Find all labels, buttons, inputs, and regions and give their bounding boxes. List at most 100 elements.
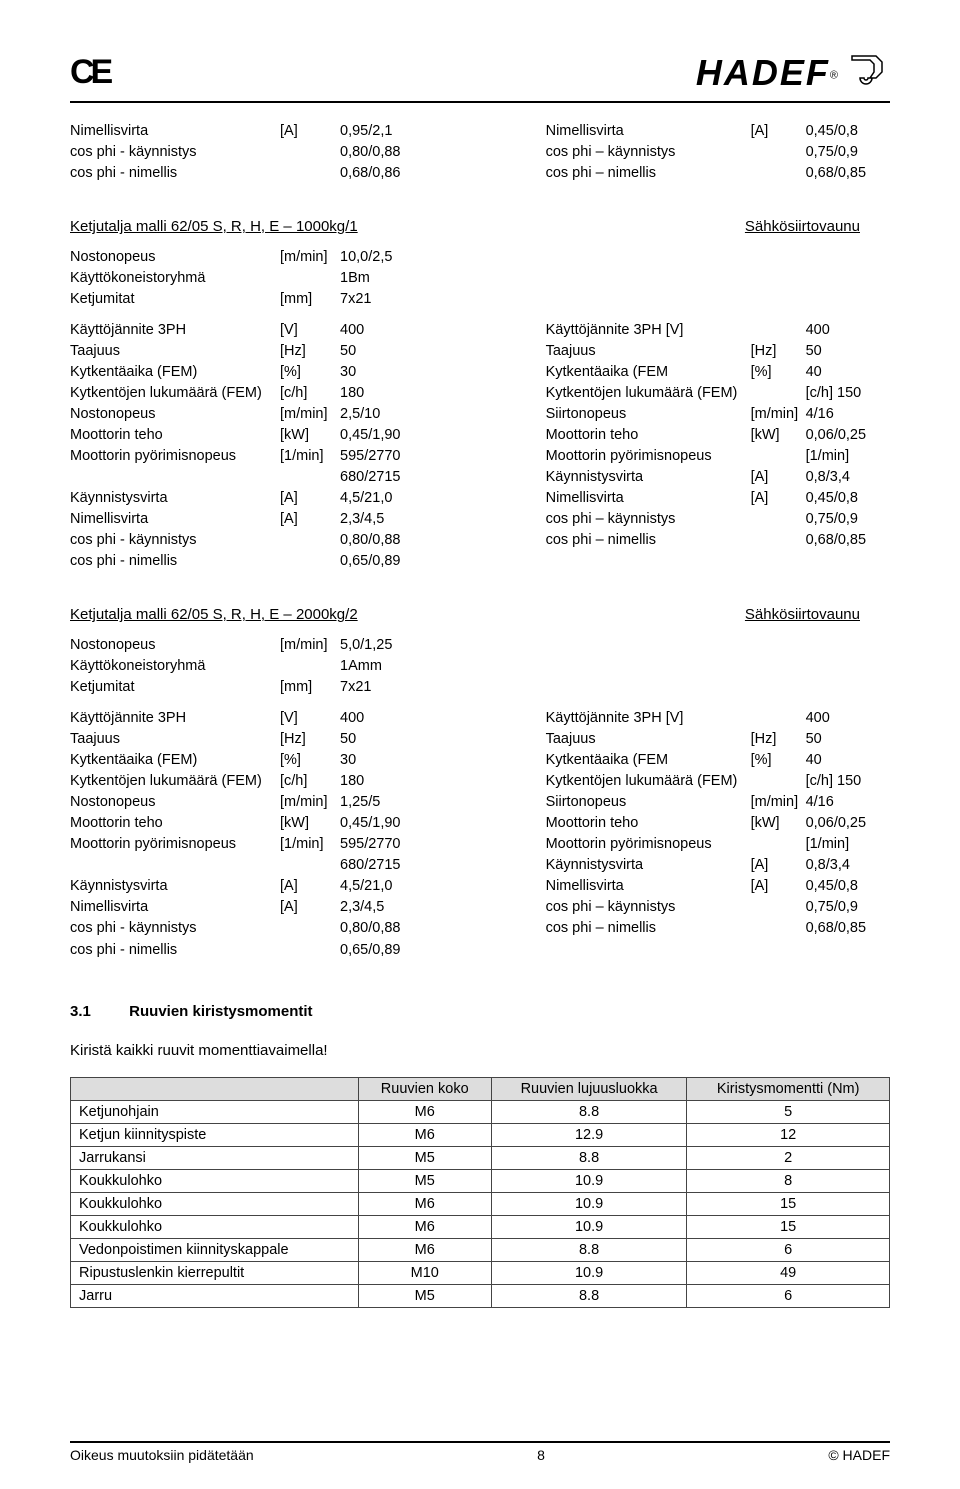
spec-row: Moottorin teho [kW] 0,06/0,25	[546, 813, 890, 834]
spec-value: 0,8/3,4	[806, 855, 890, 876]
spec-label: Käyttökoneistoryhmä	[70, 656, 280, 677]
spec-unit: [m/min]	[280, 247, 340, 268]
spec-value: [1/min]	[806, 834, 890, 855]
table-cell: M6	[358, 1215, 491, 1238]
spec-row: Nostonopeus [m/min] 10,0/2,5	[70, 247, 546, 268]
spec-label: cos phi - nimellis	[70, 163, 280, 184]
spec-label: Moottorin pyörimisnopeus	[70, 446, 280, 467]
spec-value: 0,65/0,89	[340, 551, 546, 572]
spec-row: Nimellisvirta [A] 0,45/0,8	[546, 121, 890, 142]
spec-row: cos phi – nimellis 0,68/0,85	[546, 163, 890, 184]
spec-unit: [kW]	[280, 425, 340, 446]
spec-unit	[280, 855, 340, 876]
spec-row: Ketjumitat [mm] 7x21	[70, 677, 546, 698]
spec-row: Nimellisvirta [A] 0,45/0,8	[546, 488, 890, 509]
spec-unit	[751, 834, 806, 855]
spec-unit: [A]	[280, 488, 340, 509]
spec-row: cos phi - nimellis 0,68/0,86	[70, 163, 546, 184]
spec-unit	[280, 656, 340, 677]
spec-label: cos phi – nimellis	[546, 163, 751, 184]
spec-unit: [kW]	[751, 425, 806, 446]
page-header: CE HADEF®	[70, 50, 890, 103]
spec-value: [1/min]	[806, 446, 890, 467]
spec-value: 0,45/0,8	[806, 488, 890, 509]
spec-unit	[280, 142, 340, 163]
spec-unit	[751, 383, 806, 404]
spec-unit: [A]	[280, 509, 340, 530]
spec-value: 10,0/2,5	[340, 247, 546, 268]
table-row: Ketjun kiinnityspisteM612.912	[71, 1123, 890, 1146]
spec-label: Moottorin teho	[70, 425, 280, 446]
spec-unit: [A]	[280, 897, 340, 918]
spec-value: 180	[340, 771, 546, 792]
spec-unit	[280, 918, 340, 939]
table-cell: M5	[358, 1146, 491, 1169]
spec-value: 400	[806, 708, 890, 729]
spec-row: Kytkentöjen lukumäärä (FEM) [c/h] 150	[546, 383, 890, 404]
spec-unit	[751, 446, 806, 467]
spec-row: cos phi – nimellis 0,68/0,85	[546, 530, 890, 551]
spec-unit: [c/h]	[280, 383, 340, 404]
spec-label: Käynnistysvirta	[70, 876, 280, 897]
spec-row: Käynnistysvirta [A] 4,5/21,0	[70, 488, 546, 509]
spec-value: 0,45/0,8	[806, 121, 890, 142]
table-cell: 8.8	[491, 1238, 687, 1261]
spec-label: Taajuus	[546, 341, 751, 362]
spec-value: 4/16	[806, 404, 890, 425]
spec-row: Nimellisvirta [A] 2,3/4,5	[70, 509, 546, 530]
spec-value: 0,68/0,86	[340, 163, 546, 184]
spec-row: cos phi - käynnistys 0,80/0,88	[70, 142, 546, 163]
spec-unit: [m/min]	[280, 635, 340, 656]
spec-label: Nimellisvirta	[546, 488, 751, 509]
spec-row: Käyttöjännite 3PH [V] 400	[546, 320, 890, 341]
spec-row: Nostonopeus [m/min] 2,5/10	[70, 404, 546, 425]
spec-unit: [A]	[751, 488, 806, 509]
spec-label: cos phi - käynnistys	[70, 142, 280, 163]
spec-value: 30	[340, 362, 546, 383]
spec-unit	[280, 163, 340, 184]
spec-row: Kytkentöjen lukumäärä (FEM) [c/h] 180	[70, 771, 546, 792]
spec-row: Nimellisvirta [A] 0,95/2,1	[70, 121, 546, 142]
table-cell: M5	[358, 1284, 491, 1307]
spec-row: Käynnistysvirta [A] 0,8/3,4	[546, 467, 890, 488]
table-cell: 6	[687, 1238, 890, 1261]
spec-row: cos phi - käynnistys 0,80/0,88	[70, 530, 546, 551]
spec-label: Käyttöjännite 3PH	[70, 708, 280, 729]
table-cell: 8.8	[491, 1284, 687, 1307]
table-cell: M6	[358, 1192, 491, 1215]
spec-row: Taajuus [Hz] 50	[546, 341, 890, 362]
table-cell: 15	[687, 1215, 890, 1238]
spec-row: Käyttöjännite 3PH [V] 400	[70, 708, 546, 729]
spec-label: Nostonopeus	[70, 247, 280, 268]
spec-value: 0,45/0,8	[806, 876, 890, 897]
spec-label: Moottorin teho	[546, 425, 751, 446]
heading-number: 3.1	[70, 1003, 125, 1020]
spec-unit	[751, 530, 806, 551]
spec-row: Moottorin pyörimisnopeus [1/min]	[546, 834, 890, 855]
spec-value: 1,25/5	[340, 792, 546, 813]
spec-row: Kytkentöjen lukumäärä (FEM) [c/h] 150	[546, 771, 890, 792]
spec-unit: [A]	[751, 855, 806, 876]
table-header: Ruuvien koko	[358, 1077, 491, 1100]
brand-name: HADEF	[696, 52, 830, 93]
spec-value: 4,5/21,0	[340, 876, 546, 897]
table-cell: 10.9	[491, 1169, 687, 1192]
table-cell: 10.9	[491, 1261, 687, 1284]
section-title-left: Ketjutalja malli 62/05 S, R, H, E – 1000…	[70, 218, 358, 235]
table-cell: M10	[358, 1261, 491, 1284]
spec-row: Kytkentäaika (FEM [%] 40	[546, 750, 890, 771]
table-cell: Ripustuslenkin kierrepultit	[71, 1261, 359, 1284]
spec-row: Ketjumitat [mm] 7x21	[70, 289, 546, 310]
spec-label: Kytkentöjen lukumäärä (FEM)	[546, 383, 751, 404]
spec-value: [c/h] 150	[806, 383, 890, 404]
spec-label: Käyttöjännite 3PH [V]	[546, 708, 751, 729]
spec-row: Kytkentäaika (FEM) [%] 30	[70, 362, 546, 383]
spec-value: 2,3/4,5	[340, 509, 546, 530]
spec-label: Taajuus	[70, 341, 280, 362]
footer-right: © HADEF	[828, 1447, 890, 1463]
spec-label: cos phi – nimellis	[546, 918, 751, 939]
pre-block: Nostonopeus [m/min] 5,0/1,25 Käyttökonei…	[70, 635, 890, 698]
spec-value: 400	[340, 320, 546, 341]
pre-block: Nostonopeus [m/min] 10,0/2,5 Käyttökonei…	[70, 247, 890, 310]
spec-value: 40	[806, 362, 890, 383]
